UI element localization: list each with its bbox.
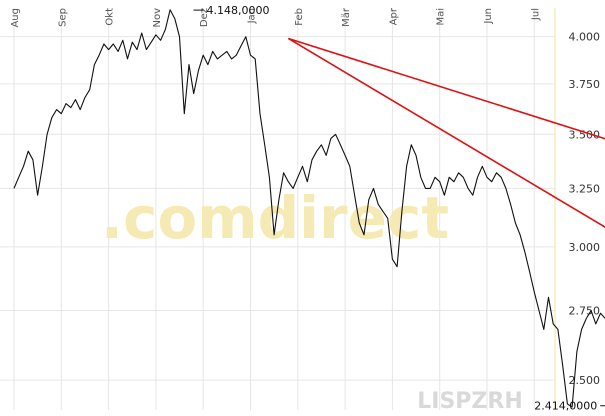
x-tick-labels: Aug Sep Okt Nov Dez Jan Feb Mär Apr Mai Jun Jul [10,7,541,27]
high-annotation: 4.148,0000 [206,4,269,17]
y-tick-label: 2.500 [569,374,601,387]
x-tick-label: Aug [10,8,21,28]
trend-line [288,37,605,140]
x-tick-label: Apr [388,7,399,25]
y-tick-label: 4.000 [569,31,601,44]
trend-line [287,37,605,229]
y-tick-label: 3.750 [569,78,601,91]
symbol-label: LISPZRH [417,389,522,412]
watermark-text: .comdirect [101,184,449,252]
y-tick-label: 2.750 [569,305,601,318]
x-tick-label: Nov [152,8,163,28]
x-tick-label: Sep [57,8,68,27]
y-tick-labels: 4.000 3.750 3.500 3.250 3.000 2.750 2.500 [569,31,601,388]
x-tick-label: Feb [294,8,305,26]
trendline-layer [287,37,605,229]
annotation-layer: 4.148,0000 2.414,0000 [193,4,605,413]
y-tick-label: 3.500 [569,128,601,141]
y-tick-label: 3.250 [569,182,601,195]
low-annotation: 2.414,0000 [534,400,597,412]
x-tick-label: Jan [247,8,258,24]
x-tick-label: Jun [483,8,494,25]
x-tick-label: Jul [530,8,541,21]
grid-layer [0,8,556,410]
x-tick-label: Dez [199,8,210,27]
y-tick-label: 3.000 [569,241,601,254]
x-tick-label: Mai [436,8,447,26]
x-tick-label: Okt [105,8,116,26]
price-line [13,9,605,408]
series-layer [13,9,605,408]
x-tick-label: Mär [341,7,352,27]
